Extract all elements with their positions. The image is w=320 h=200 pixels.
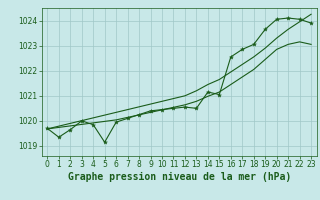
X-axis label: Graphe pression niveau de la mer (hPa): Graphe pression niveau de la mer (hPa) (68, 172, 291, 182)
